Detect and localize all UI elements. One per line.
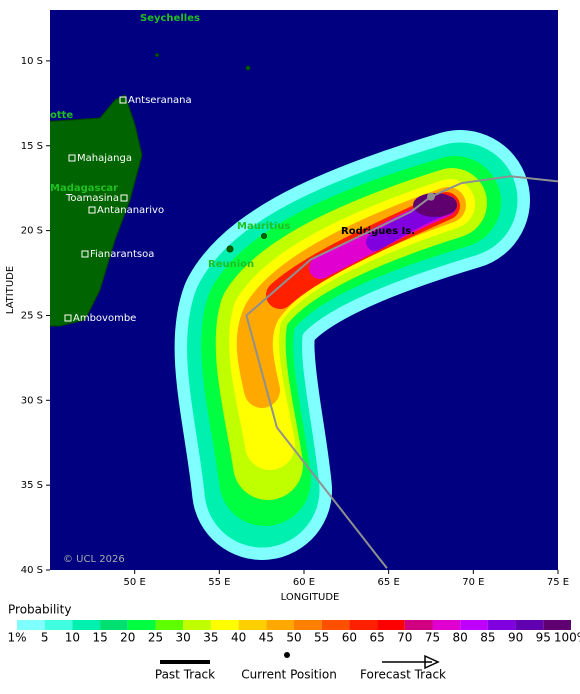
past-track-label: Past Track [155, 668, 215, 682]
legend-level: 70 [397, 631, 412, 645]
place-label: Mahajanga [77, 153, 132, 164]
place-marker [120, 194, 128, 202]
place-label: Fianarantsoa [90, 249, 154, 260]
y-tick-label: 10 S [21, 56, 43, 67]
legend-level: 90 [508, 631, 523, 645]
legend-title: Probability [8, 603, 71, 617]
legend-swatch [404, 620, 433, 630]
y-tick-label: 20 S [21, 226, 43, 237]
legend-swatch [127, 620, 156, 630]
place-marker [81, 250, 89, 258]
place-label: Toamasina [65, 193, 119, 204]
x-tick-label: 55 E [208, 577, 230, 588]
legend-level: 15 [92, 631, 107, 645]
legend-swatch [377, 620, 405, 630]
legend-level: 30 [176, 631, 191, 645]
legend-level: 50 [286, 631, 301, 645]
places: Seychelles Antseranana otte Mahajanga Madaga… [50, 13, 415, 324]
forecast-track-arrow [424, 654, 440, 670]
place-marker [68, 154, 76, 162]
legend-swatch [487, 620, 516, 630]
x-tick-label: 75 E [547, 577, 569, 588]
legend-swatch [72, 620, 101, 630]
legend-level: 20 [120, 631, 135, 645]
legend-level: 65 [369, 631, 384, 645]
legend-level: 75 [425, 631, 440, 645]
place-marker [88, 206, 96, 214]
x-tick-label: 50 E [124, 577, 146, 588]
x-tick-label: 65 E [378, 577, 400, 588]
legend-swatch [460, 620, 488, 630]
legend-level: 45 [259, 631, 274, 645]
legend-swatch [321, 620, 350, 630]
legend-swatch [432, 620, 461, 630]
copyright: © UCL 2026 [63, 554, 125, 565]
legend-swatch [238, 620, 267, 630]
legend-swatch [266, 620, 294, 630]
legend-swatch [515, 620, 544, 630]
legend-swatch [543, 620, 571, 630]
place-label: Reunion [208, 259, 254, 270]
legend-swatch [100, 620, 128, 630]
place-marker [64, 314, 72, 322]
y-axis-label: LATITUDE [5, 266, 16, 314]
legend-level: 40 [231, 631, 246, 645]
legend-level: 10 [65, 631, 80, 645]
place-label: Antseranana [128, 95, 192, 106]
y-tick-label: 15 S [21, 141, 43, 152]
legend-level: 35 [203, 631, 218, 645]
place-label: Madagascar [50, 183, 118, 194]
current-position [427, 192, 435, 201]
current-position-key [284, 652, 290, 658]
legend-swatch [349, 620, 378, 630]
legend-level: 100% [554, 631, 580, 645]
x-tick-label: 60 E [293, 577, 315, 588]
place-label: otte [50, 110, 73, 121]
legend-level: 80 [453, 631, 468, 645]
legend-level: 1% [7, 631, 26, 645]
place-label: Seychelles [140, 13, 200, 24]
legend-level: 85 [480, 631, 495, 645]
legend-level: 95 [536, 631, 551, 645]
x-tick-label: 70 E [462, 577, 484, 588]
current-position-label: Current Position [241, 668, 337, 682]
x-axis-label: LONGITUDE [281, 592, 340, 603]
legend-level: 5 [41, 631, 49, 645]
place-label: Rodrigues Is. [341, 226, 415, 237]
legend-level: 55 [314, 631, 329, 645]
land [50, 53, 267, 327]
place-label: Ambovombe [73, 313, 136, 324]
legend-level: 25 [148, 631, 163, 645]
legend-level: 60 [342, 631, 357, 645]
forecast-track-label: Forecast Track [360, 668, 446, 682]
place-label: Mauritius [237, 221, 291, 232]
y-tick-label: 30 S [21, 395, 43, 406]
legend-swatch [183, 620, 211, 630]
legend-swatch [155, 620, 184, 630]
legend-swatch [294, 620, 322, 630]
y-tick-label: 35 S [21, 480, 43, 491]
legend-swatch [44, 620, 73, 630]
legend-swatch [210, 620, 239, 630]
place-label: Antananarivo [97, 205, 164, 216]
forecast-track [245, 175, 558, 569]
y-tick-label: 40 S [21, 565, 43, 576]
place-marker [119, 96, 127, 104]
legend-swatch [17, 620, 45, 630]
y-tick-label: 25 S [21, 310, 43, 321]
